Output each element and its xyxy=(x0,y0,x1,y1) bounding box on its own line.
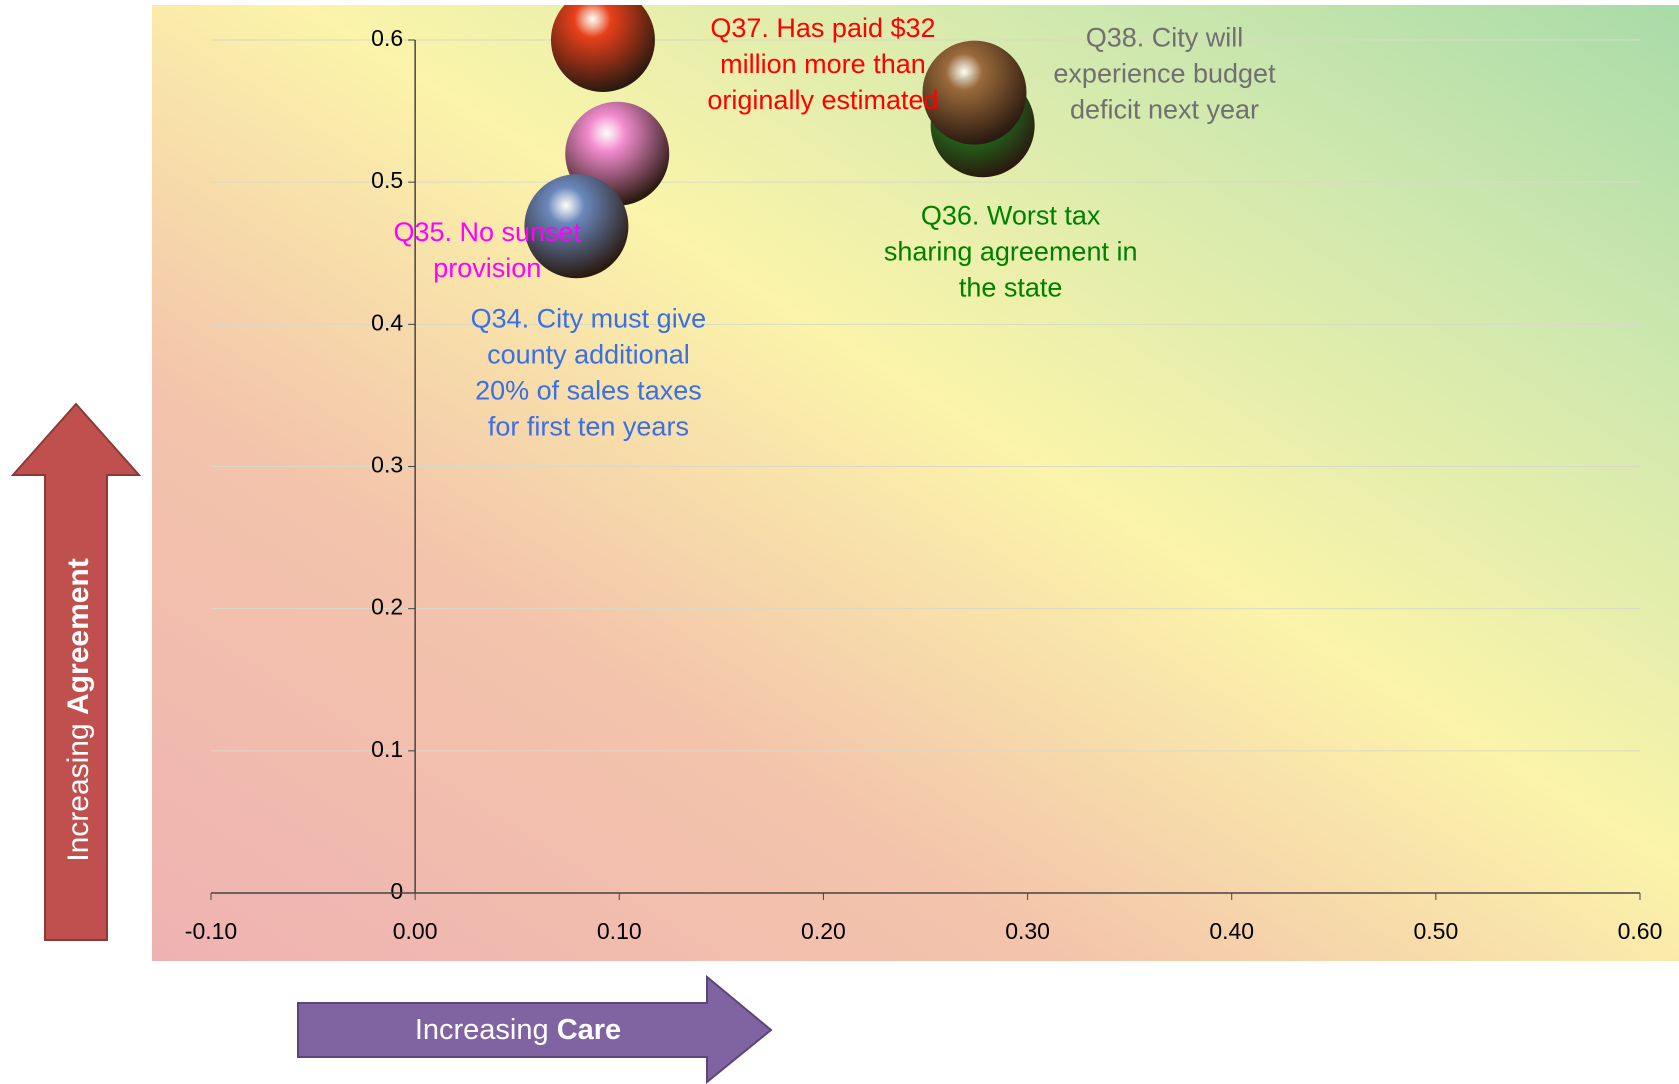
y-tick-label: 0.5 xyxy=(371,167,403,193)
bubble-label: Q34. City must give xyxy=(471,303,707,333)
bubble-label: the state xyxy=(959,272,1063,302)
x-tick-label: 0.10 xyxy=(597,918,642,944)
bubble-label: sharing agreement in xyxy=(884,236,1138,266)
bubble-label: Q38. City will xyxy=(1086,23,1244,53)
bubble-label: million more than xyxy=(720,49,926,79)
x-tick-label: 0.60 xyxy=(1618,918,1663,944)
y-tick-label: 0.2 xyxy=(371,594,403,620)
y-axis-title: Increasing Agreement xyxy=(62,558,95,861)
y-tick-label: 0.3 xyxy=(371,452,403,478)
bubble-label: 20% of sales taxes xyxy=(475,375,702,405)
x-tick-label: 0.20 xyxy=(801,918,846,944)
bubble xyxy=(550,5,655,92)
x-axis-arrow: Increasing Care xyxy=(297,974,773,1084)
bubble-label: originally estimated xyxy=(707,85,938,115)
bubble-label: Q35. No sunset xyxy=(393,217,581,247)
x-tick-label: -0.10 xyxy=(185,918,237,944)
x-tick-label: 0.30 xyxy=(1005,918,1050,944)
bubbles xyxy=(524,5,1035,279)
bubble-label: county additional xyxy=(487,339,690,369)
y-axis-arrow: Increasing Agreement xyxy=(10,402,142,941)
plot-background xyxy=(152,5,1679,961)
bubble xyxy=(524,174,629,279)
x-tick-label: 0.50 xyxy=(1413,918,1458,944)
x-axis-title: Increasing Care xyxy=(415,1014,621,1046)
bubble xyxy=(922,40,1027,145)
x-tick-label: 0.40 xyxy=(1209,918,1254,944)
y-tick-label: 0.6 xyxy=(371,25,403,51)
bubble-label: Q36. Worst tax xyxy=(921,200,1101,230)
bubble-label: for first ten years xyxy=(488,411,689,441)
bubble-label: experience budget xyxy=(1053,59,1276,89)
y-tick-label: 0.4 xyxy=(371,309,403,335)
x-tick-label: 0.00 xyxy=(393,918,438,944)
bubble-label: Q37. Has paid $32 xyxy=(710,13,935,43)
bubble-label: deficit next year xyxy=(1070,95,1259,125)
bubble-label: provision xyxy=(433,253,541,283)
y-tick-label: 0 xyxy=(390,878,403,904)
y-tick-label: 0.1 xyxy=(371,736,403,762)
